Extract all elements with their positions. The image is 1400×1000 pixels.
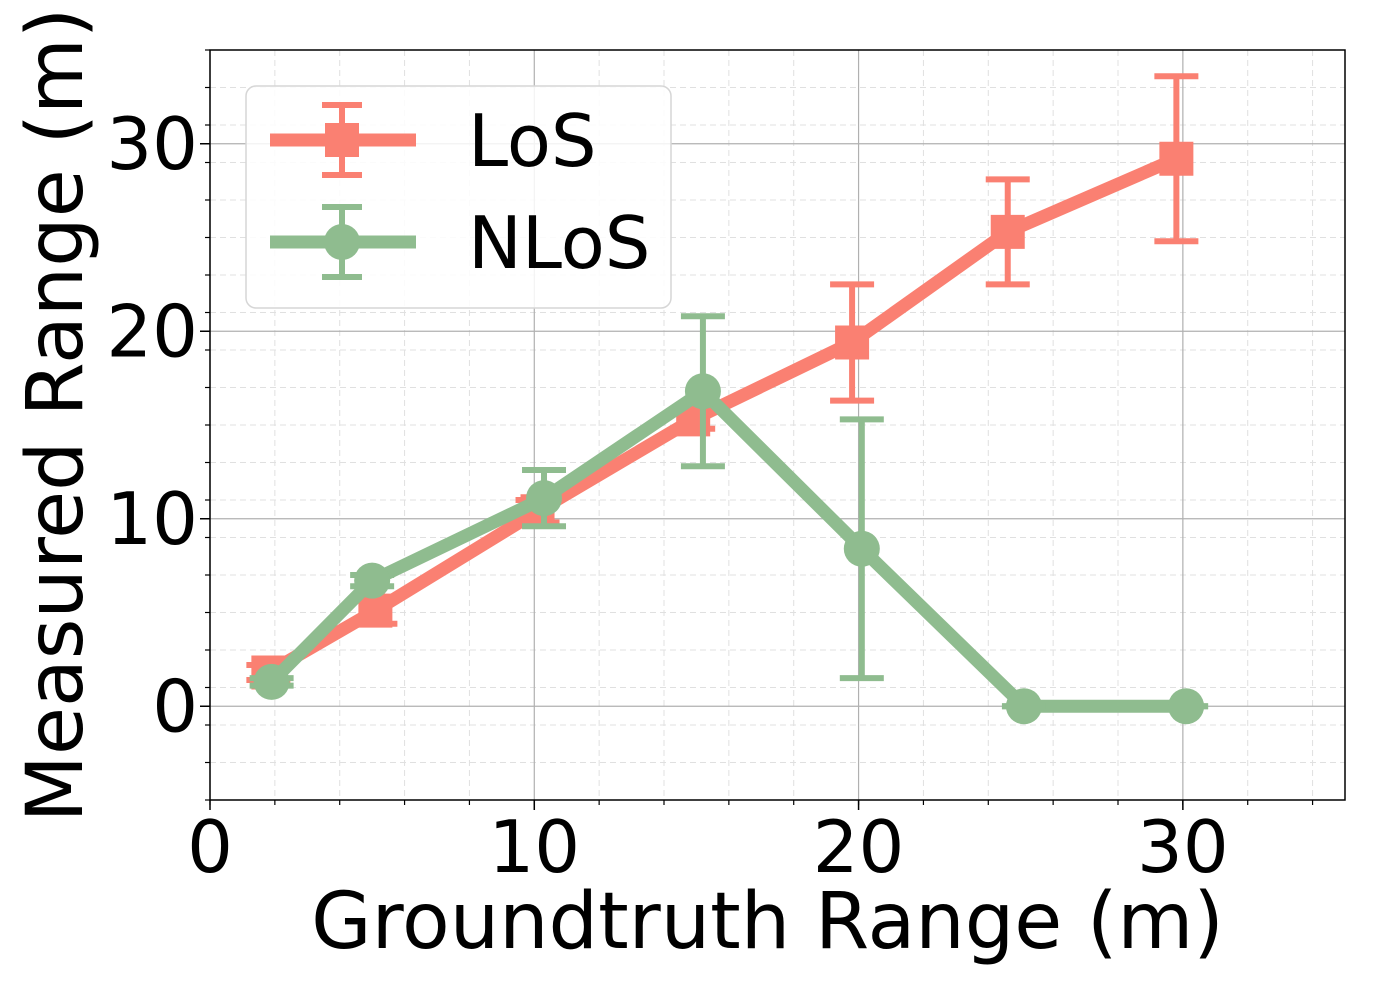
nlos-circle-marker [253,663,290,700]
x-tick-label: 20 [813,805,905,889]
axis-ticks: 0 10 20 30 0 10 20 30 [106,102,1228,889]
nlos-circle-marker [1005,688,1042,725]
series-nlos [249,313,1209,725]
y-tick-label: 30 [106,102,198,186]
y-tick-label: 10 [106,477,198,561]
nlos-circle-marker [526,480,563,517]
series [246,73,1209,725]
legend-label-los: LoS [468,99,597,183]
legend-label-nlos: NLoS [468,201,650,285]
nlos-circle-marker [324,224,360,260]
legend-los-key [270,102,416,178]
nlos-circle-marker [684,373,721,410]
y-axis-label: Measured Range (m) [11,8,101,823]
legend: LoS NLoS [245,85,672,309]
x-tick-label: 10 [488,805,580,889]
nlos-circle-marker [354,562,391,599]
y-tick-label: 20 [106,289,198,373]
y-tick-label: 0 [152,664,198,748]
x-tick-label: 0 [187,805,233,889]
los-square-marker [990,214,1025,249]
nlos-circle-marker [843,530,880,567]
x-axis-label: Groundtruth Range (m) [311,877,1224,967]
los-square-marker [325,123,359,157]
los-square-marker [835,325,870,360]
series-los [246,73,1199,690]
los-square-marker [1159,141,1194,176]
los-square-marker [358,593,393,628]
legend-nlos-key [270,204,416,280]
nlos-circle-marker [1168,688,1205,725]
nlos-line [265,384,1193,713]
x-tick-label: 30 [1137,805,1229,889]
